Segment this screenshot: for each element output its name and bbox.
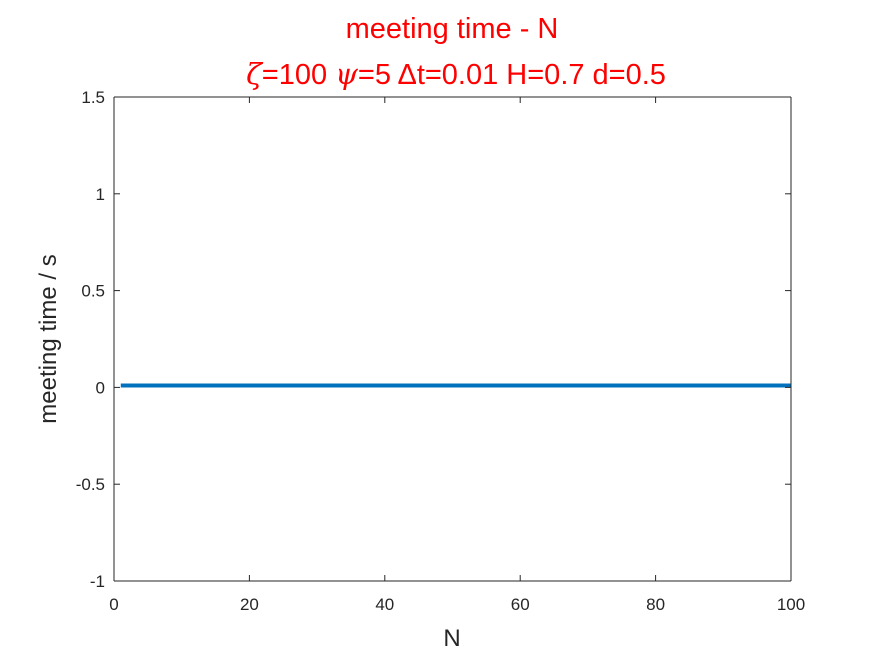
chart-subtitle: ζ=100 ψ=5 Δt=0.01 H=0.7 d=0.5 [246,57,666,91]
chart-title: meeting time - N [346,13,559,45]
x-tick-label: 80 [646,595,665,614]
plot-background [114,97,791,581]
x-tick-label: 40 [375,595,394,614]
x-axis-ticks: 0 20 40 60 80 100 [109,97,805,614]
x-tick-label: 20 [240,595,259,614]
x-tick-label: 100 [777,595,805,614]
axes-frame [113,96,792,582]
x-tick-label: 60 [511,595,530,614]
y-tick-label: -1 [90,572,105,591]
subtitle-part: =100 [262,59,335,91]
x-tick-label: 0 [109,595,118,614]
x-axis-label: N [443,625,460,652]
subtitle-part: ψ [335,57,358,91]
y-axis-ticks: -1 -0.5 0 0.5 1 1.5 [76,88,791,591]
y-tick-label: 0.5 [81,282,105,301]
y-tick-label: -0.5 [76,475,105,494]
y-tick-label: 1 [96,185,105,204]
y-tick-label: 1.5 [81,88,105,107]
y-axis-label: meeting time / s [35,254,62,423]
subtitle-part: =5 Δt=0.01 H=0.7 d=0.5 [358,59,666,91]
subtitle-part: ζ [246,57,264,91]
plot-area [114,97,791,581]
y-tick-label: 0 [96,378,105,397]
